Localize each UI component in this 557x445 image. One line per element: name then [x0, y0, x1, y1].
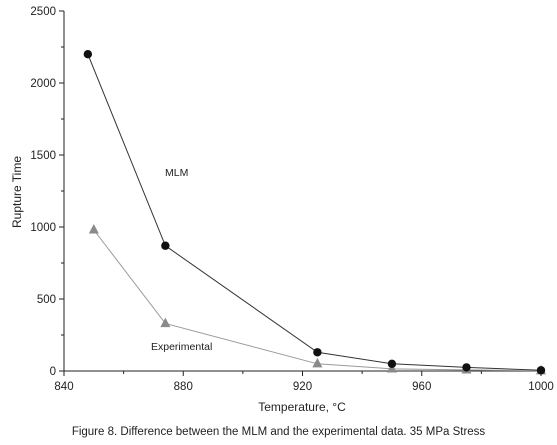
plot-area: 0 500 1000 1500 2000 2500 840 880 920 960 1000: [30, 6, 553, 393]
data-point-mlm: [536, 366, 546, 375]
data-point-mlm: [387, 359, 397, 368]
y-tick-label: 2500: [30, 6, 56, 18]
y-axis-title: Rupture Time: [10, 156, 24, 228]
series-line-experimental: [93, 229, 542, 372]
series-label-mlm: MLM: [165, 167, 188, 179]
series-markers: [83, 50, 546, 375]
data-point-mlm: [462, 363, 471, 372]
x-tick-label: 960: [412, 381, 431, 393]
figure-caption: Figure 8. Difference between the MLM and…: [71, 426, 486, 438]
y-tick-label: 2000: [30, 78, 56, 90]
data-point-experimental: [88, 223, 99, 234]
series-label-experimental: Experimental: [151, 341, 212, 353]
y-tick-label: 0: [50, 366, 56, 378]
series-lines: [87, 54, 542, 372]
series-line-mlm: [87, 54, 542, 371]
data-point-experimental: [312, 357, 323, 368]
chart: 0 500 1000 1500 2000 2500 840 880 920 960 1000 MLM…: [10, 6, 554, 414]
data-point-mlm: [161, 241, 170, 250]
y-tick-label: 1000: [30, 222, 56, 234]
x-axis-title: Temperature, °C: [258, 400, 346, 414]
y-tick-label: 1500: [30, 150, 56, 162]
x-tick-label: 920: [293, 381, 312, 393]
x-tick-label: 880: [174, 381, 193, 393]
ticks: 0 500 1000 1500 2000 2500 840 880 920 960 1000: [30, 6, 553, 393]
x-tick-label: 840: [54, 381, 73, 393]
data-point-mlm: [83, 50, 93, 59]
x-tick-label: 1000: [528, 381, 554, 393]
y-tick-label: 500: [37, 294, 56, 306]
data-point-mlm: [313, 348, 322, 357]
data-point-experimental: [160, 317, 171, 328]
